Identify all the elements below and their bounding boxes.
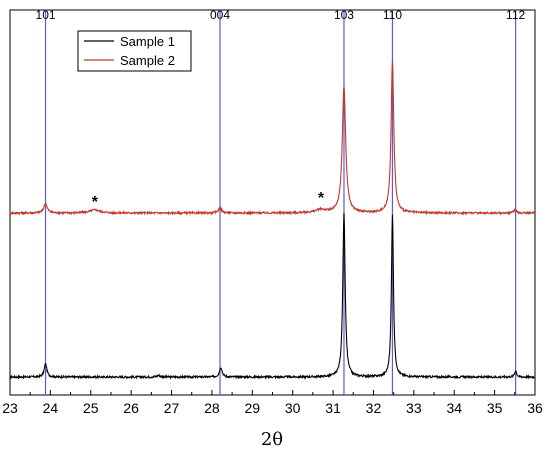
peak-label-004: 004 xyxy=(210,8,230,22)
x-tick-label-24: 24 xyxy=(43,400,59,416)
peak-label-101: 101 xyxy=(36,8,56,22)
x-tick-label-36: 36 xyxy=(527,400,543,416)
peak-label-112: 112 xyxy=(506,8,525,22)
x-tick-label-31: 31 xyxy=(325,400,341,416)
x-axis-label: 2θ xyxy=(261,429,283,450)
x-tick-label-26: 26 xyxy=(123,400,139,416)
asterisk-annotation: * xyxy=(92,194,99,211)
x-tick-label-33: 33 xyxy=(406,400,422,416)
reference-lines: 101 004 103 110 112 xyxy=(36,8,526,395)
peak-label-103: 103 xyxy=(334,8,354,22)
x-tick-label-34: 34 xyxy=(446,400,462,416)
x-tick-label-35: 35 xyxy=(487,400,503,416)
annotations: * * xyxy=(92,190,325,211)
series-line-1 xyxy=(9,212,536,380)
legend-label-sample-2: Sample 2 xyxy=(120,53,175,68)
legend-label-sample-1: Sample 1 xyxy=(120,34,175,49)
legend-box xyxy=(77,30,192,72)
series-line-2 xyxy=(9,60,536,216)
x-axis-ticks: 23 24 25 26 27 28 29 30 31 32 33 34 35 36 xyxy=(2,390,543,416)
x-tick-label-23: 23 xyxy=(2,400,18,416)
series-lines xyxy=(9,60,536,380)
x-tick-label-30: 30 xyxy=(285,400,301,416)
x-tick-label-25: 25 xyxy=(83,400,99,416)
x-tick-label-27: 27 xyxy=(164,400,180,416)
x-tick-label-28: 28 xyxy=(204,400,220,416)
legend: Sample 1 Sample 2 xyxy=(77,30,192,72)
asterisk-annotation: * xyxy=(318,190,325,207)
peak-label-110: 110 xyxy=(383,8,402,22)
x-tick-label-29: 29 xyxy=(245,400,261,416)
x-tick-label-32: 32 xyxy=(366,400,382,416)
